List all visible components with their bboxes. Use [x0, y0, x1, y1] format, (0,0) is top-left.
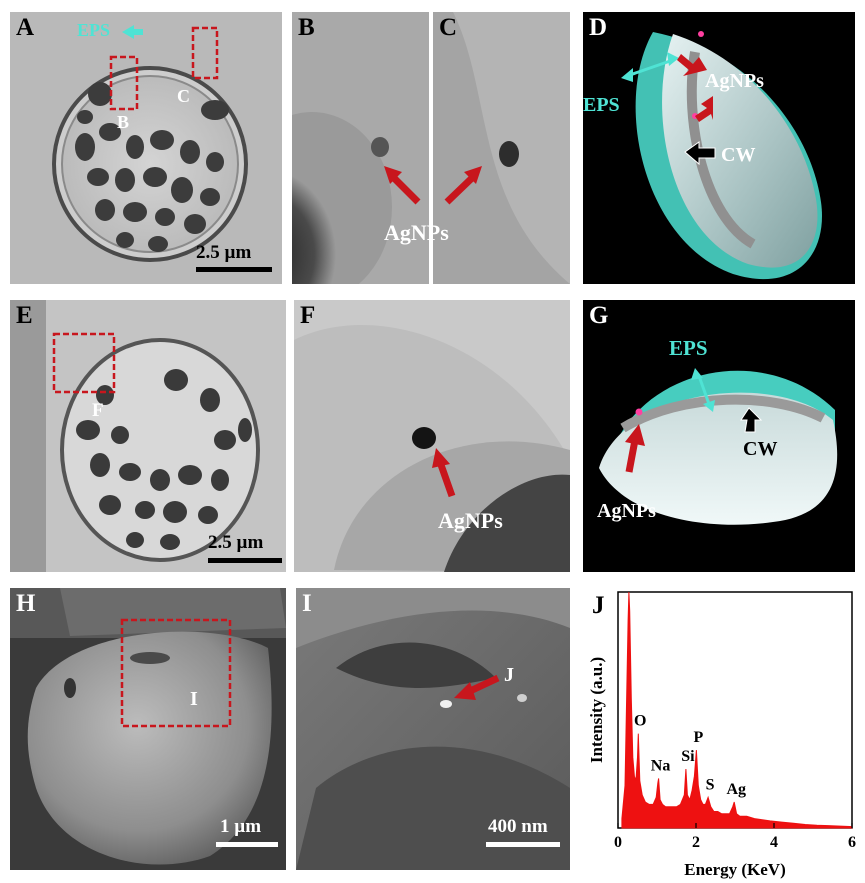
box-f-label: F — [92, 400, 104, 421]
scale-bar-line — [208, 558, 282, 563]
panel-j: 0 2 4 6 O Na Si P S Ag Energy (KeV) Intensity (a… — [578, 588, 860, 880]
panel-a: A EPS B C 2.5 µm — [10, 12, 282, 284]
panel-e: E F 2.5 µm — [10, 300, 286, 572]
panel-f: F AgNPs — [294, 300, 570, 572]
scale-bar-line — [216, 842, 278, 847]
panel-a-tomogram — [10, 12, 282, 284]
panel-g: G EPS CW AgNPs — [583, 300, 855, 572]
scale-bar-text: 400 nm — [488, 816, 548, 837]
f-arrow — [432, 448, 456, 498]
panel-i: I J 400 nm — [296, 588, 570, 870]
x-axis-label: Energy (KeV) — [684, 860, 786, 879]
panel-d: D AgNPs EPS CW — [583, 12, 855, 284]
panel-f-zoom — [294, 300, 570, 572]
spectrum-area — [621, 591, 853, 829]
peak-label-o: O — [634, 713, 646, 730]
x-tick-label: 2 — [692, 834, 700, 851]
panel-e-label: E — [16, 302, 33, 329]
peak-label-ag: Ag — [726, 781, 746, 798]
scale-bar-text: 1 µm — [220, 816, 262, 837]
panel-h-sem — [10, 588, 286, 870]
g-cw-label: CW — [743, 438, 778, 460]
peak-label-p: P — [693, 729, 703, 746]
i-arrow — [454, 674, 500, 700]
panel-i-sem — [296, 588, 570, 870]
x-tick-label: 6 — [848, 834, 856, 851]
peak-label-si: Si — [681, 748, 695, 765]
panel-i-label: I — [302, 590, 312, 617]
scale-bar-line — [486, 842, 560, 847]
x-tick-label: 4 — [770, 834, 778, 851]
panel-j-label: J — [592, 592, 605, 619]
box-c-label: C — [177, 86, 190, 106]
panel-b: B — [292, 12, 429, 284]
d-agnps-label: AgNPs — [705, 70, 764, 92]
panel-f-label: F — [300, 302, 316, 329]
box-b-label: B — [117, 112, 130, 132]
y-axis-label: Intensity (a.u.) — [587, 657, 606, 763]
panel-e-tomogram — [10, 300, 286, 572]
panel-c-zoom — [433, 12, 570, 284]
scale-bar-text: 2.5 µm — [196, 242, 252, 263]
panel-h-label: H — [16, 590, 36, 617]
panel-a-label: A — [16, 14, 35, 41]
d-cw-label: CW — [721, 144, 756, 166]
panel-c: C — [433, 12, 570, 284]
panel-h: H I 1 µm — [10, 588, 286, 870]
bc-annotations: AgNPs — [292, 12, 570, 284]
d-eps-label: EPS — [583, 94, 620, 116]
g-eps-label: EPS — [669, 336, 708, 360]
panel-b-zoom — [292, 12, 429, 284]
peak-label-s: S — [706, 776, 715, 793]
f-agnps-label: AgNPs — [438, 508, 503, 533]
panel-g-3d-model — [599, 368, 838, 525]
panel-c-label: C — [439, 14, 458, 41]
scale-bar-a: 2.5 µm — [196, 240, 276, 280]
panel-d-label: D — [589, 14, 608, 41]
box-i-label: I — [190, 688, 198, 710]
scale-bar-h: 1 µm — [216, 814, 286, 854]
bc-agnps-label: AgNPs — [384, 220, 449, 245]
peak-label-na: Na — [651, 757, 671, 774]
eds-chart: 0 2 4 6 O Na Si P S Ag Energy (KeV) Intensity (a… — [587, 591, 856, 879]
scale-bar-i: 400 nm — [486, 814, 570, 854]
scale-bar-text: 2.5 µm — [208, 532, 264, 553]
scale-bar-line — [196, 267, 272, 272]
panel-d-3d-model — [621, 31, 822, 280]
panel-g-label: G — [589, 302, 609, 329]
spot-j-label: J — [504, 664, 514, 686]
bc-arrows — [384, 166, 482, 205]
x-tick-label: 0 — [614, 834, 622, 851]
scale-bar-e: 2.5 µm — [208, 532, 286, 572]
g-agnps-label: AgNPs — [597, 500, 656, 522]
panel-b-label: B — [298, 14, 315, 41]
eps-label: EPS — [77, 20, 111, 40]
